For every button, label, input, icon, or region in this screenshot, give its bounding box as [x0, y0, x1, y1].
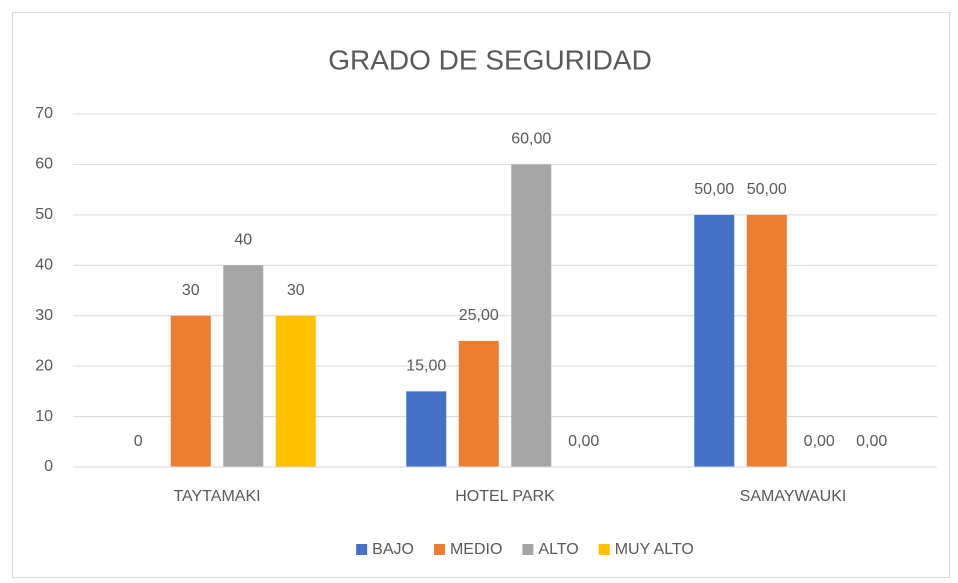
data-label: 0 [134, 433, 143, 450]
data-label: 0,00 [856, 433, 887, 450]
y-tick-label: 20 [35, 357, 53, 374]
y-tick-label: 50 [35, 206, 53, 223]
data-label: 50,00 [694, 181, 734, 198]
data-label: 60,00 [511, 131, 551, 148]
legend-swatch [433, 544, 445, 555]
legend-swatch [522, 544, 534, 555]
y-tick-label: 60 [35, 156, 53, 173]
legend-swatch [598, 544, 610, 555]
bar [275, 315, 316, 467]
y-tick-label: 40 [35, 257, 53, 274]
x-tick-label: SAMAYWAUKI [740, 488, 847, 505]
y-tick-label: 30 [35, 307, 53, 324]
data-label: 30 [182, 282, 200, 299]
bar [406, 391, 447, 467]
chart-title: GRADO DE SEGURIDAD [328, 44, 652, 75]
legend-item: BAJO [356, 541, 414, 558]
data-label: 0,00 [568, 433, 599, 450]
legend-label: MUY ALTO [615, 541, 694, 558]
legend-swatch [356, 544, 368, 555]
y-tick-label: 10 [35, 408, 53, 425]
bar [223, 265, 264, 467]
bar [458, 340, 499, 467]
chart-frame [12, 12, 950, 578]
data-label: 30 [287, 282, 305, 299]
bar [746, 214, 787, 467]
bar [694, 214, 735, 467]
legend-item: MEDIO [433, 541, 502, 558]
x-tick-label: TAYTAMAKI [173, 488, 260, 505]
data-label: 50,00 [747, 181, 787, 198]
x-tick-label: HOTEL PARK [455, 488, 555, 505]
data-label: 0,00 [804, 433, 835, 450]
y-tick-label: 70 [35, 105, 53, 122]
bar [511, 164, 552, 467]
legend-item: MUY ALTO [598, 541, 694, 558]
bar [170, 315, 211, 467]
legend-label: MEDIO [450, 541, 502, 558]
data-label: 40 [234, 232, 252, 249]
legend-label: ALTO [538, 541, 578, 558]
legend-label: BAJO [372, 541, 414, 558]
y-tick-label: 0 [44, 458, 53, 475]
data-label: 15,00 [406, 358, 446, 375]
legend-item: ALTO [522, 541, 579, 558]
data-label: 25,00 [459, 307, 499, 324]
